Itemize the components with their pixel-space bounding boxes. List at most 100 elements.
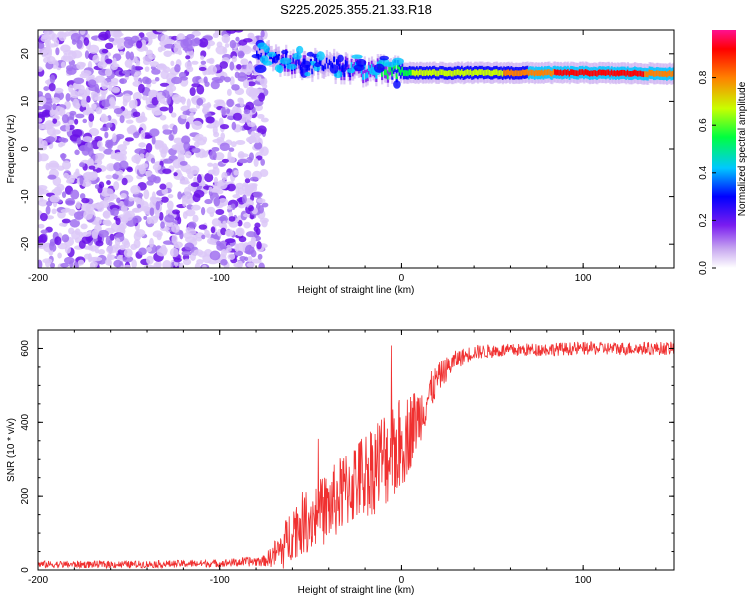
noise-speckle [235,186,240,196]
noise-speckle [259,169,269,178]
noise-speckle [113,152,124,162]
carrier-core [440,69,443,76]
noise-speckle [122,140,130,146]
noise-speckle [251,258,262,264]
carrier-core [535,69,538,76]
carrier-core [325,57,329,64]
noise-speckle [211,146,220,152]
noise-speckle [235,36,240,42]
carrier-core [599,69,602,76]
noise-speckle [206,124,216,129]
noise-speckle [86,95,91,103]
noise-speckle [49,74,56,84]
noise-speckle [183,186,192,197]
carrier-core [446,70,449,77]
noise-speckle [215,45,227,55]
noise-speckle [238,236,247,243]
noise-speckle [180,76,189,81]
noise-speckle [173,137,184,144]
noise-speckle [122,113,133,119]
noise-speckle [67,55,73,62]
noise-speckle [240,58,249,66]
carrier-blob [292,52,302,60]
carrier-core [648,69,651,76]
noise-speckle [141,95,148,101]
carrier-core [344,59,347,66]
noise-speckle [254,135,261,144]
noise-speckle [148,54,156,60]
noise-speckle [57,243,68,250]
carrier-core [391,70,394,77]
noise-speckle [61,234,70,243]
noise-speckle [46,126,56,136]
carrier-core [426,69,429,76]
noise-speckle [119,78,125,84]
carrier-core [299,64,302,71]
noise-speckle [75,201,81,210]
noise-speckle [145,77,152,85]
noise-speckle [76,61,85,70]
noise-speckle [61,191,67,199]
carrier-core [453,69,456,76]
noise-speckle [76,137,82,145]
noise-speckle [260,117,269,123]
carrier-core [548,69,551,75]
noise-speckle [189,112,194,118]
noise-speckle [38,153,49,162]
carrier-blob [267,51,277,58]
noise-speckle [74,228,81,235]
carrier-core [407,70,410,77]
carrier-core [622,69,625,76]
noise-speckle [171,224,180,233]
x-tick-label: 100 [575,273,592,284]
noise-speckle [209,250,221,261]
carrier-blob [306,51,314,57]
noise-speckle [159,106,169,112]
noise-speckle [192,76,201,84]
noise-speckle [120,205,128,213]
noise-speckle [49,194,60,203]
noise-speckle [243,221,251,229]
carrier-core [607,69,611,76]
noise-speckle [51,208,57,215]
noise-speckle [127,110,132,115]
carrier-core [600,69,603,76]
noise-speckle [103,188,114,197]
noise-speckle [194,262,201,268]
carrier-core [375,72,378,79]
y-tick-label: 0 [20,146,31,152]
noise-speckle [149,61,160,68]
noise-speckle [113,181,120,191]
noise-speckle [237,50,245,59]
noise-speckle [143,189,150,200]
carrier-core [490,70,493,77]
noise-speckle [154,111,163,116]
noise-speckle [82,136,93,143]
noise-speckle [104,142,112,149]
carrier-core [436,70,439,77]
x-tick-label: -200 [28,575,48,586]
noise-speckle [196,138,207,146]
noise-speckle [249,176,259,182]
carrier-core [583,70,586,76]
carrier-core [443,70,446,77]
carrier-core [459,70,462,77]
carrier-core [586,69,589,76]
carrier-core [619,70,622,76]
noise-speckle [226,108,231,114]
noise-speckle [217,197,229,207]
noise-speckle [186,98,191,108]
noise-speckle [49,262,56,268]
noise-speckle [75,113,85,119]
carrier-core [567,69,570,75]
noise-speckle [181,114,188,120]
noise-speckle [221,34,231,44]
carrier-core [657,70,660,77]
noise-speckle [250,238,256,248]
noise-speckle [189,165,200,175]
noise-speckle [131,64,136,75]
noise-speckle [160,69,169,80]
carrier-core [411,69,414,76]
carrier-core [503,69,506,76]
carrier-core [523,69,526,76]
